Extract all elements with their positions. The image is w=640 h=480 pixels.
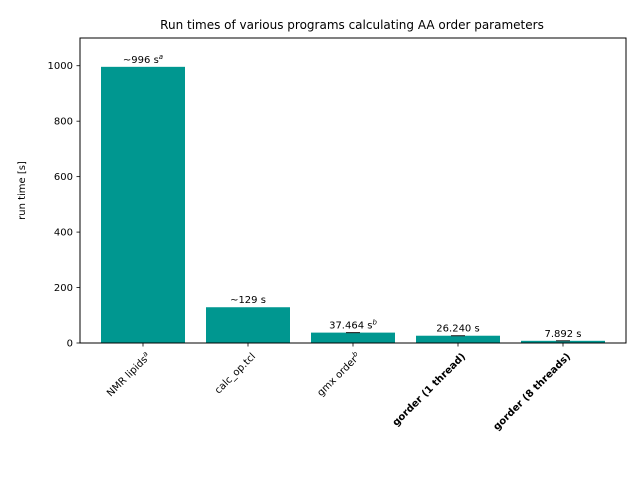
plot-frame <box>79 37 627 344</box>
bar-2 <box>311 332 395 343</box>
y-tick-label-0: 0 <box>67 339 73 350</box>
chart-title: Run times of various programs calculatin… <box>160 18 544 32</box>
bars-group <box>101 66 605 343</box>
y-axis: 0 200 400 600 800 1000 <box>48 61 80 350</box>
data-label-1: ~129 s <box>230 295 266 306</box>
data-label-3: 26.240 s <box>436 324 479 335</box>
bar-1 <box>206 307 290 343</box>
y-axis-label: run time [s] <box>17 161 28 220</box>
error-bars-group <box>346 332 570 342</box>
data-label-4: 7.892 s <box>544 329 581 340</box>
y-tick-label-3: 600 <box>54 172 73 183</box>
bar-3 <box>416 335 500 343</box>
data-label-0: ~996 sa <box>123 53 163 66</box>
y-tick-label-1: 200 <box>54 283 73 294</box>
data-labels-group: ~996 sa ~129 s 37.464 sb 26.240 s 7.892 s <box>123 53 582 340</box>
bar-0 <box>101 66 185 343</box>
y-tick-label-5: 1000 <box>48 61 73 72</box>
bar-4 <box>521 340 605 343</box>
data-label-2: 37.464 sb <box>329 319 377 332</box>
y-tick-label-4: 800 <box>54 117 73 128</box>
y-tick-label-2: 400 <box>54 228 73 239</box>
